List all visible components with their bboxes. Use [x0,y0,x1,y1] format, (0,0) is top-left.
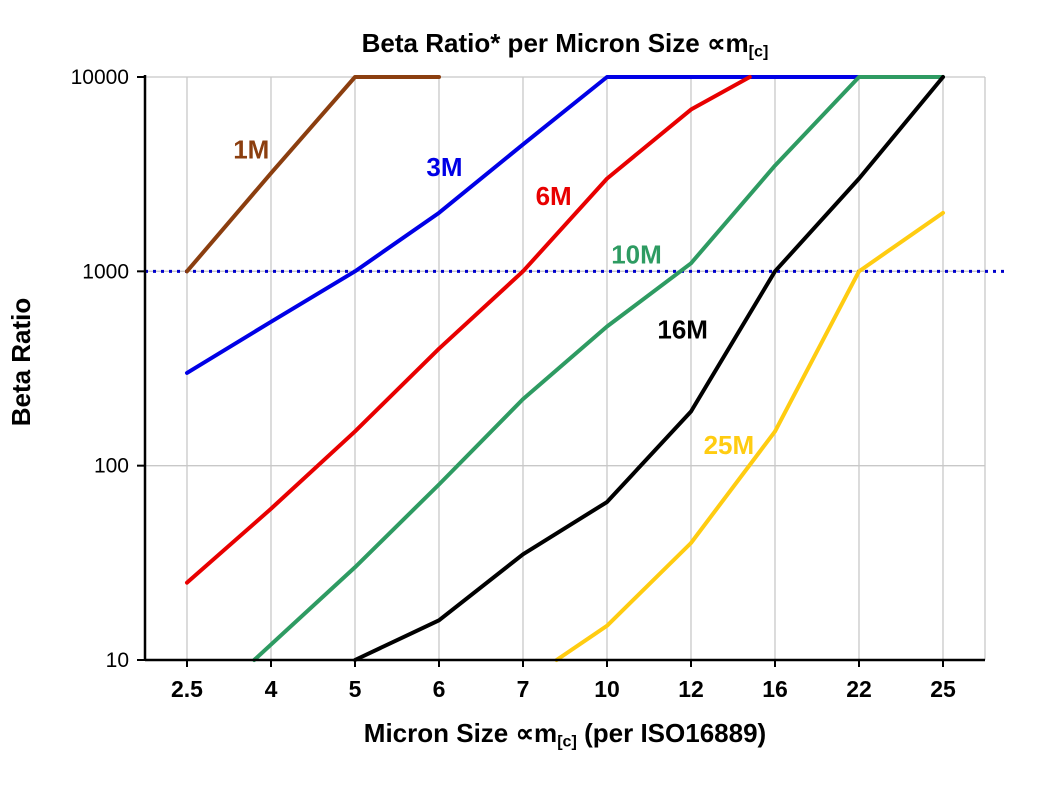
y-axis-label: Beta Ratio [6,212,37,512]
series-label-3M: 3M [426,152,462,182]
chart-title: Beta Ratio* per Micron Size ∝m[c] [145,28,985,62]
y-tick-label: 1000 [82,260,129,283]
x-tick-label: 22 [846,676,872,702]
y-tick-label: 10000 [71,66,129,89]
series-line-6M [185,75,752,585]
y-tick-label: 100 [94,455,129,478]
series-label-16M: 16M [657,315,708,345]
x-tick-label: 4 [265,676,278,702]
x-tick-label: 6 [433,676,446,702]
series-line-1M [185,75,441,274]
y-axis-label-text: Beta Ratio [6,297,36,427]
x-axis-label-subscript: [c] [557,732,577,751]
series-line-3M [185,75,861,375]
x-axis-label-post: (per ISO16889) [576,718,767,748]
x-tick-label: 7 [517,676,530,702]
x-tick-label: 2.5 [171,676,203,702]
series-label-6M: 6M [536,181,572,211]
y-tick-label: 10 [106,649,129,672]
series-label-1M: 1M [233,135,269,165]
series-label-10M: 10M [611,239,662,269]
series-label-25M: 25M [704,430,755,460]
x-tick-label: 25 [930,676,956,702]
chart-title-subscript: [c] [748,42,769,61]
x-axis-label: Micron Size ∝m[c] (per ISO16889) [145,718,985,752]
chart-title-text: Beta Ratio* per Micron Size [361,28,707,58]
x-axis-label-symbol: ∝m [515,718,558,748]
x-tick-label: 10 [594,676,620,702]
series-line-25M [554,210,945,662]
x-tick-label: 5 [349,676,362,702]
chart-title-symbol: ∝m [706,28,749,58]
x-tick-label: 16 [762,676,788,702]
series-line-10M [252,75,945,662]
series-line-16M [353,75,945,662]
x-tick-label: 12 [678,676,704,702]
x-axis-label-pre: Micron Size [363,718,516,748]
